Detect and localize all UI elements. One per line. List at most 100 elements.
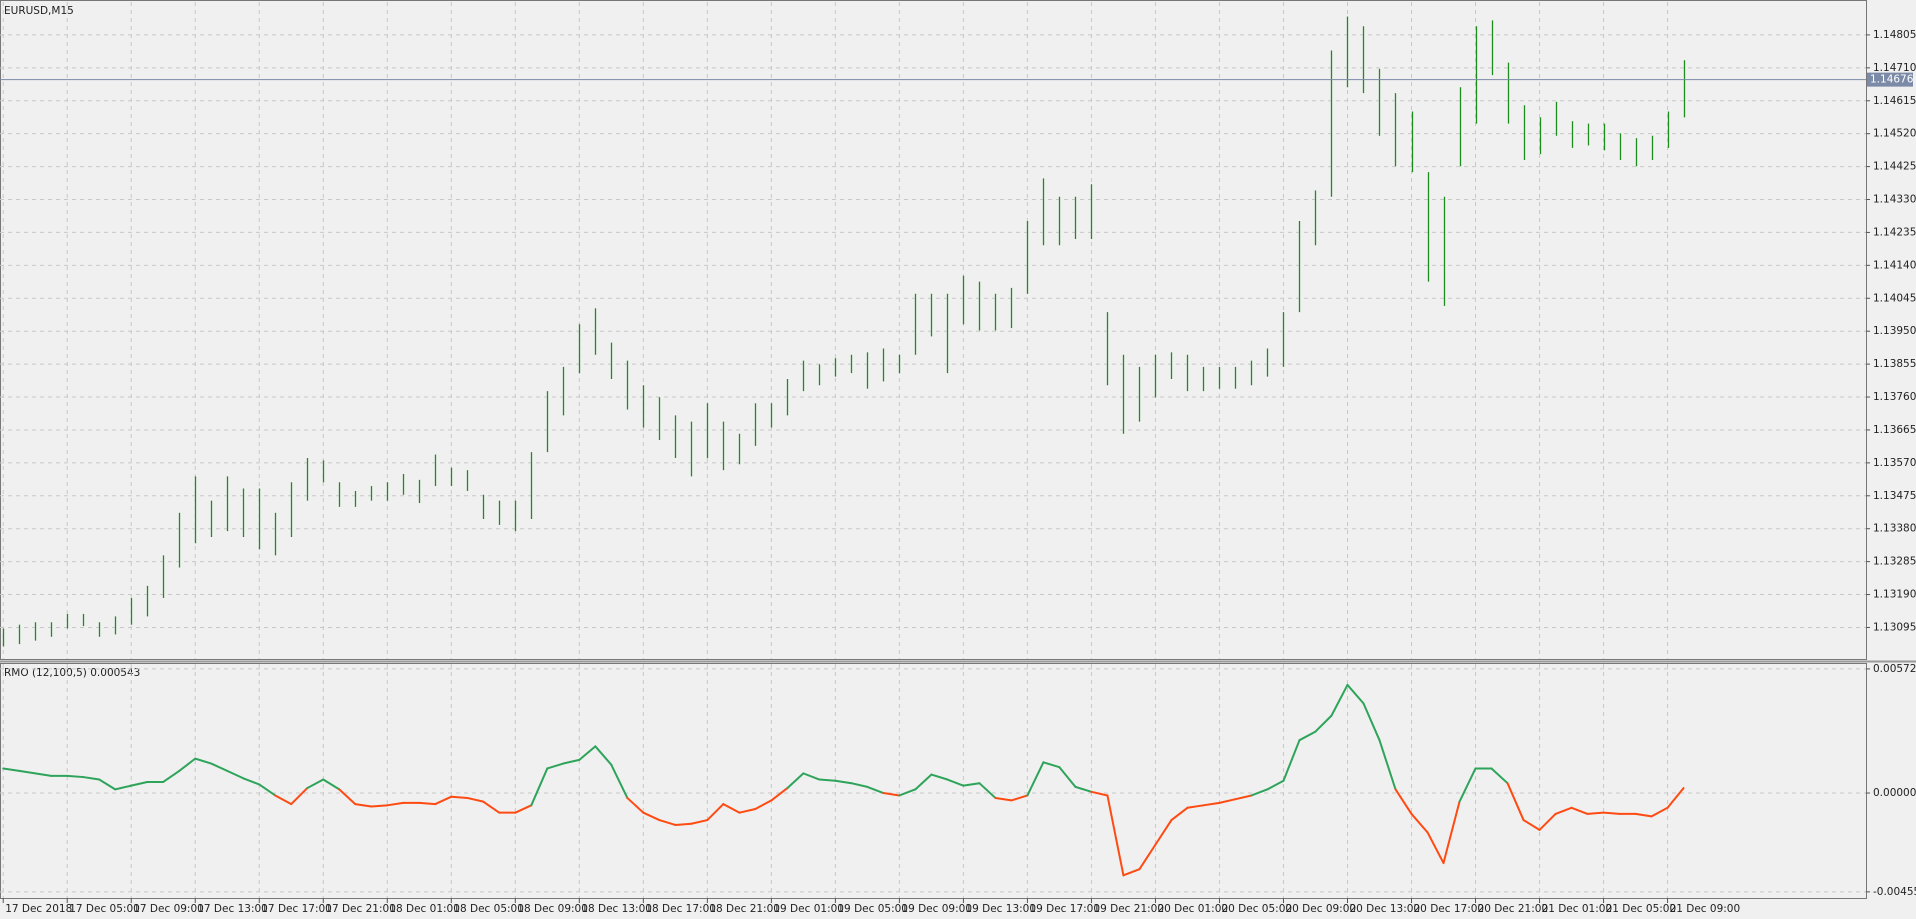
indicator-segment	[770, 787, 789, 802]
price-panel	[0, 0, 1867, 660]
panel-title: EURUSD,M15	[4, 5, 74, 17]
x-tick-label: 18 Dec 21:00	[709, 903, 780, 915]
indicator-segment	[98, 778, 117, 791]
indicator-segment	[850, 782, 869, 788]
indicator-segment	[674, 822, 693, 826]
indicator-segment	[370, 804, 389, 808]
x-tick-label: 19 Dec 01:00	[773, 903, 844, 915]
indicator-segment	[754, 799, 773, 810]
y-tick-label: 0.005722	[1873, 663, 1916, 675]
indicator-segment	[626, 796, 645, 814]
x-tick-label: 20 Dec 01:00	[1157, 903, 1228, 915]
indicator-segment	[1122, 868, 1141, 877]
indicator-segment	[594, 745, 613, 766]
indicator-segment	[1218, 798, 1237, 804]
y-tick-label: -0.004557	[1873, 886, 1916, 898]
indicator-segment	[1666, 787, 1685, 809]
x-tick-label: 18 Dec 09:00	[517, 903, 588, 915]
indicator-segment	[162, 769, 181, 783]
indicator-segment	[1442, 800, 1461, 865]
indicator-segment	[290, 787, 309, 806]
indicator-segment	[978, 782, 997, 799]
indicator-segment	[1490, 767, 1509, 785]
indicator-segment	[1090, 790, 1109, 797]
y-tick-label: 1.13095	[1873, 621, 1916, 633]
indicator-segment	[1250, 788, 1269, 797]
indicator-segment	[466, 796, 485, 803]
indicator-segment	[1298, 730, 1317, 742]
indicator-segment	[482, 800, 501, 814]
indicator-segment	[706, 803, 725, 822]
indicator-segment	[994, 796, 1013, 802]
indicator-segment	[946, 778, 965, 787]
indicator-segment	[898, 788, 917, 797]
y-tick-label: 1.14425	[1873, 161, 1916, 173]
x-tick-label: 19 Dec 21:00	[1093, 903, 1164, 915]
indicator-segment	[1314, 714, 1333, 733]
y-tick-label: 1.14710	[1873, 62, 1916, 74]
x-tick-label: 20 Dec 05:00	[1221, 903, 1292, 915]
indicator-segment	[450, 795, 469, 799]
indicator-segment	[1346, 683, 1365, 705]
y-tick-label: 1.13285	[1873, 556, 1916, 568]
indicator-segment	[1506, 782, 1525, 822]
indicator-segment	[386, 801, 405, 807]
indicator-segment	[226, 769, 245, 780]
y-tick-label: 1.13570	[1873, 457, 1916, 469]
indicator-segment	[1378, 739, 1397, 791]
indicator-segment	[1234, 794, 1253, 801]
indicator-segment	[1538, 812, 1557, 831]
indicator-segment	[722, 803, 741, 814]
indicator-segment	[1394, 788, 1413, 815]
x-tick-label: 18 Dec 05:00	[453, 903, 524, 915]
current-price-box	[1867, 72, 1913, 87]
indicator-segment	[338, 788, 357, 806]
indicator-segment	[1186, 804, 1205, 809]
x-tick-label: 18 Dec 01:00	[389, 903, 460, 915]
indicator-segment	[1362, 702, 1381, 742]
indicator-panel	[0, 663, 1867, 899]
indicator-segment	[578, 745, 597, 761]
x-tick-label: 18 Dec 13:00	[581, 903, 652, 915]
y-tick-label: 1.13950	[1873, 325, 1916, 337]
y-tick-label: 0.000000	[1873, 787, 1916, 799]
indicator-segment	[1042, 761, 1061, 769]
indicator-segment	[2, 767, 21, 772]
indicator-segment	[1282, 739, 1301, 782]
indicator-segment	[1634, 812, 1653, 818]
indicator-segment	[818, 778, 837, 782]
x-tick-label: 17 Dec 2018	[5, 903, 72, 915]
x-tick-label: 21 Dec 05:00	[1606, 903, 1677, 915]
indicator-segment	[610, 763, 629, 799]
x-tick-label: 18 Dec 17:00	[645, 903, 716, 915]
indicator-segment	[306, 778, 325, 790]
y-tick-label: 1.13760	[1873, 391, 1916, 403]
indicator-segment	[178, 757, 197, 772]
indicator-segment	[834, 779, 853, 785]
indicator-segment	[738, 807, 757, 814]
indicator-segment	[914, 773, 933, 791]
x-tick-label: 19 Dec 17:00	[1029, 903, 1100, 915]
indicator-segment	[1650, 806, 1669, 818]
indicator-segment	[274, 794, 293, 806]
x-tick-label: 19 Dec 05:00	[837, 903, 908, 915]
indicator-segment	[130, 780, 149, 787]
indicator-segment	[690, 819, 709, 825]
indicator-segment	[1106, 794, 1125, 877]
indicator-segment	[434, 795, 453, 806]
indicator-segment	[562, 758, 581, 765]
panel-title: RMO (12,100,5) 0.000543	[4, 667, 140, 679]
x-tick-label: 21 Dec 09:00	[1670, 903, 1741, 915]
indicator-segment	[1570, 806, 1589, 815]
indicator-segment	[1058, 766, 1077, 788]
indicator-segment	[1522, 819, 1541, 831]
y-tick-label: 1.13475	[1873, 490, 1916, 502]
current-price-label: 1.14676	[1870, 74, 1914, 86]
indicator-segment	[1202, 801, 1221, 807]
x-tick-label: 20 Dec 13:00	[1349, 903, 1420, 915]
indicator-segment	[1154, 819, 1173, 846]
indicator-segment	[1458, 767, 1477, 803]
indicator-segment	[242, 777, 261, 786]
